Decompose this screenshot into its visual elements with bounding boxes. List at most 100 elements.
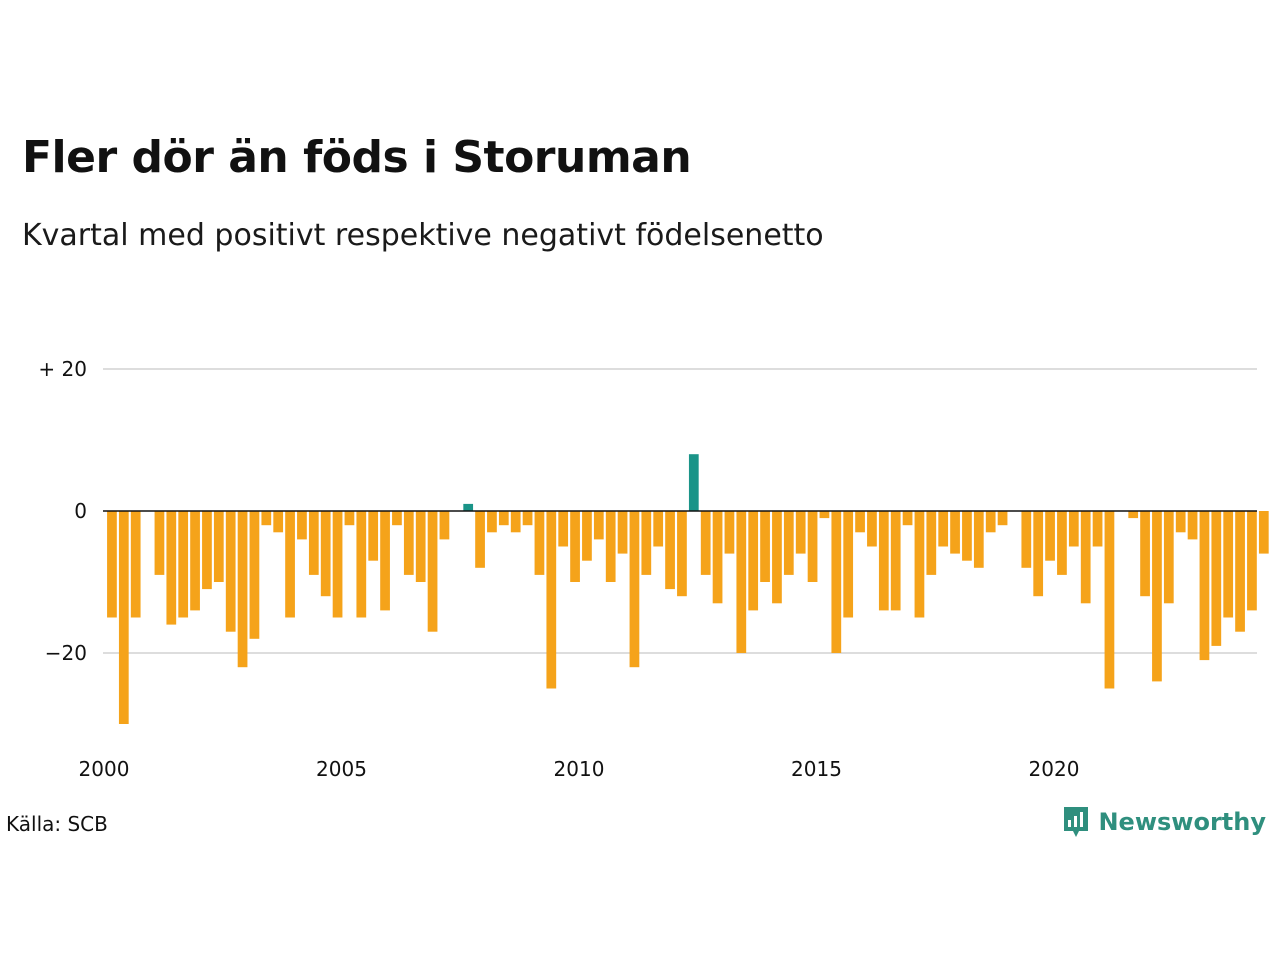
bar-positive (463, 503, 474, 511)
bar-negative (1187, 511, 1198, 540)
bar-negative (878, 511, 889, 611)
bar-negative (926, 511, 937, 575)
y-tick-label: + 20 (38, 357, 87, 381)
bar-negative (273, 511, 284, 533)
bar-negative (534, 511, 545, 575)
bar-negative (1211, 511, 1222, 646)
bar-negative (570, 511, 580, 582)
bar-negative (973, 511, 984, 568)
bar-negative (1045, 511, 1055, 561)
bar-negative (736, 511, 747, 653)
bar-negative (890, 511, 901, 611)
bar-negative (653, 511, 664, 547)
bar-negative (1128, 511, 1139, 519)
bar-negative (285, 511, 295, 618)
chart-title: Fler dör än föds i Storuman (22, 132, 692, 183)
y-tick-label: 0 (74, 499, 87, 523)
bar-negative (297, 511, 307, 540)
bar-negative (166, 511, 177, 625)
bar-negative (237, 511, 248, 668)
bar-negative (605, 511, 616, 582)
bar-negative (344, 511, 355, 526)
bar-negative (249, 511, 260, 639)
bar-negative (1199, 511, 1210, 661)
bar-negative (130, 511, 141, 618)
bar-negative (510, 511, 521, 533)
bar-negative (1152, 511, 1162, 682)
bar-negative (380, 511, 390, 611)
bar-negative (202, 511, 212, 590)
bar-negative (665, 511, 675, 590)
bar-negative (415, 511, 426, 582)
x-tick-label: 2005 (316, 757, 367, 781)
bar-negative (487, 511, 497, 533)
gridlines (103, 368, 1257, 654)
newsworthy-logo-icon (1064, 807, 1089, 837)
bar-negative (403, 511, 414, 575)
bar-negative (107, 511, 117, 618)
bar-positive (688, 454, 699, 511)
bar-negative (1140, 511, 1150, 597)
bar-negative (962, 511, 972, 561)
bar-negative (831, 511, 842, 653)
bar-negative (724, 511, 735, 554)
bar-negative (985, 511, 996, 533)
y-tick-label: −20 (45, 641, 87, 665)
bar-negative (997, 511, 1008, 526)
bar-negative (1068, 511, 1079, 547)
bar-negative (308, 511, 319, 575)
bar-negative (700, 511, 711, 575)
bar-negative (1033, 511, 1044, 597)
bar-negative (629, 511, 640, 668)
x-tick-label: 2020 (1029, 757, 1080, 781)
bar-negative (795, 511, 806, 554)
bar-negative (1092, 511, 1103, 547)
bars (107, 454, 1269, 724)
bar-negative (748, 511, 759, 611)
bar-negative (154, 511, 165, 575)
axes: + 20 0 −20 2000 2005 2010 2015 2020 (38, 357, 1257, 781)
bar-negative (213, 511, 224, 582)
bar-negative (593, 511, 604, 540)
bar-chart: + 20 0 −20 2000 2005 2010 2015 2020 (38, 357, 1269, 781)
bar-negative (712, 511, 723, 604)
bar-negative (225, 511, 236, 632)
bar-negative (1258, 511, 1269, 554)
source-note: Källa: SCB (6, 812, 108, 836)
bar-negative (1235, 511, 1245, 632)
x-tick-label: 2015 (791, 757, 842, 781)
bar-negative (332, 511, 343, 618)
x-tick-label: 2000 (79, 757, 130, 781)
bar-negative (392, 511, 402, 526)
bar-negative (1080, 511, 1091, 604)
bar-negative (855, 511, 865, 533)
bar-negative (320, 511, 331, 597)
bar-negative (558, 511, 569, 547)
bar-negative (938, 511, 949, 547)
brand-name: Newsworthy (1098, 808, 1266, 836)
bar-negative (1247, 511, 1257, 611)
bar-negative (261, 511, 272, 526)
bar-negative (783, 511, 794, 575)
bar-negative (1021, 511, 1032, 568)
bar-negative (1057, 511, 1067, 575)
bar-negative (118, 511, 129, 724)
bar-negative (178, 511, 189, 618)
brand-logo[interactable]: Newsworthy (1062, 804, 1266, 840)
bar-negative (1163, 511, 1174, 604)
bar-negative (368, 511, 379, 561)
bar-negative (356, 511, 367, 618)
bar-negative (1223, 511, 1234, 618)
bar-negative (427, 511, 438, 632)
bar-negative (617, 511, 628, 554)
bar-negative (546, 511, 557, 689)
bar-negative (498, 511, 509, 526)
bar-negative (772, 511, 782, 604)
bar-negative (1104, 511, 1115, 689)
bar-negative (582, 511, 592, 561)
bar-negative (439, 511, 450, 540)
bar-negative (190, 511, 200, 611)
bar-negative (677, 511, 687, 597)
bar-negative (522, 511, 533, 526)
x-tick-label: 2010 (554, 757, 605, 781)
